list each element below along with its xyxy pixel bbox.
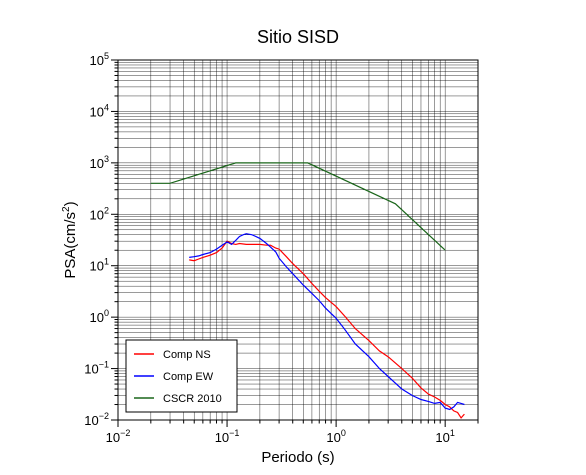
series-layer (150, 162, 465, 419)
y-axis-label: PSA(cm/s2) (61, 201, 79, 278)
x-tick-label: 101 (435, 428, 454, 445)
y-tick-label: 10−1 (84, 360, 109, 377)
legend-label: Comp NS (163, 349, 211, 361)
y-axis: 10−2 10−1 100 101 102 103 104 105 (84, 51, 118, 428)
series-line-1 (189, 233, 465, 411)
y-tick-label: 102 (90, 205, 109, 222)
series-line-2 (150, 162, 446, 251)
y-tick-label: 103 (90, 154, 109, 171)
x-tick-label: 10−1 (215, 428, 240, 445)
y-axis-label-main: PSA(cm/s (62, 212, 79, 279)
y-tick-label: 101 (90, 257, 109, 274)
y-tick-label: 104 (90, 102, 109, 119)
y-tick-label: 100 (90, 308, 109, 325)
chart-title: Sitio SISD (257, 27, 339, 47)
x-tick-label: 10−2 (106, 428, 131, 445)
y-tick-label: 10−2 (84, 411, 109, 428)
y-axis-label-sup: 2 (61, 206, 72, 212)
x-axis: 10−2 10−1 100 101 (106, 420, 479, 445)
legend-label: Comp EW (163, 371, 214, 383)
legend: Comp NS Comp EW CSCR 2010 (125, 339, 238, 413)
plot-frame (117, 59, 479, 421)
y-axis-label-close: ) (62, 201, 79, 206)
legend-label: CSCR 2010 (163, 393, 222, 405)
x-axis-label: Periodo (s) (261, 449, 334, 466)
x-tick-label: 100 (326, 428, 345, 445)
y-tick-label: 105 (90, 51, 109, 68)
